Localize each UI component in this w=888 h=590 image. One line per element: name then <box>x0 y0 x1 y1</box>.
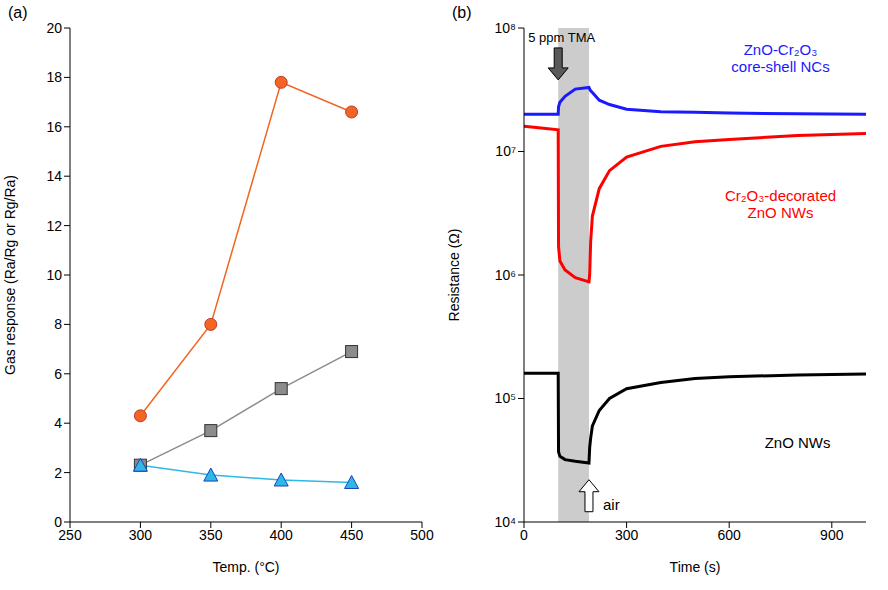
svg-text:12: 12 <box>46 218 62 234</box>
svg-text:0: 0 <box>54 514 62 530</box>
svg-text:Gas response (Ra/Rg or Rg/Ra): Gas response (Ra/Rg or Rg/Ra) <box>2 175 18 375</box>
svg-text:2: 2 <box>54 465 62 481</box>
svg-text:Temp. (°C): Temp. (°C) <box>212 559 279 575</box>
svg-text:10⁵: 10⁵ <box>495 390 516 406</box>
svg-text:400: 400 <box>270 527 294 543</box>
svg-text:0: 0 <box>520 527 528 543</box>
svg-text:18: 18 <box>46 69 62 85</box>
svg-text:4: 4 <box>54 415 62 431</box>
html-text:(a): (a) <box>8 4 28 21</box>
svg-text:250: 250 <box>58 526 82 543</box>
svg-text:ZnO NWs: ZnO NWs <box>765 434 831 451</box>
svg-text:20: 20 <box>46 20 62 36</box>
svg-text:10⁷: 10⁷ <box>495 143 516 159</box>
svg-text:10⁴: 10⁴ <box>494 514 516 530</box>
svg-text:10⁶: 10⁶ <box>495 267 516 283</box>
svg-text:10: 10 <box>46 267 62 283</box>
svg-text:300: 300 <box>615 527 639 543</box>
svg-text:450: 450 <box>340 527 364 543</box>
svg-text:ZnO-Cr₂O₃core-shell NCs: ZnO-Cr₂O₃core-shell NCs <box>731 41 829 75</box>
svg-text:Time (s): Time (s) <box>670 559 721 575</box>
svg-text:350: 350 <box>199 527 223 543</box>
svg-text:10⁸: 10⁸ <box>495 20 517 36</box>
svg-text:600: 600 <box>718 527 742 543</box>
svg-text:500: 500 <box>410 527 434 543</box>
html-text:(b): (b) <box>452 4 472 21</box>
svg-text:6: 6 <box>54 366 62 382</box>
svg-text:Resistance (Ω): Resistance (Ω) <box>446 229 462 322</box>
svg-text:900: 900 <box>820 527 844 543</box>
svg-text:Cr₂O₃-decoratedZnO NWs: Cr₂O₃-decoratedZnO NWs <box>725 187 836 221</box>
svg-text:5 ppm TMA: 5 ppm TMA <box>528 30 595 45</box>
svg-text:16: 16 <box>46 119 62 135</box>
svg-text:300: 300 <box>129 527 153 543</box>
svg-text:air: air <box>603 496 620 513</box>
svg-text:8: 8 <box>54 316 62 332</box>
svg-text:14: 14 <box>46 168 62 184</box>
